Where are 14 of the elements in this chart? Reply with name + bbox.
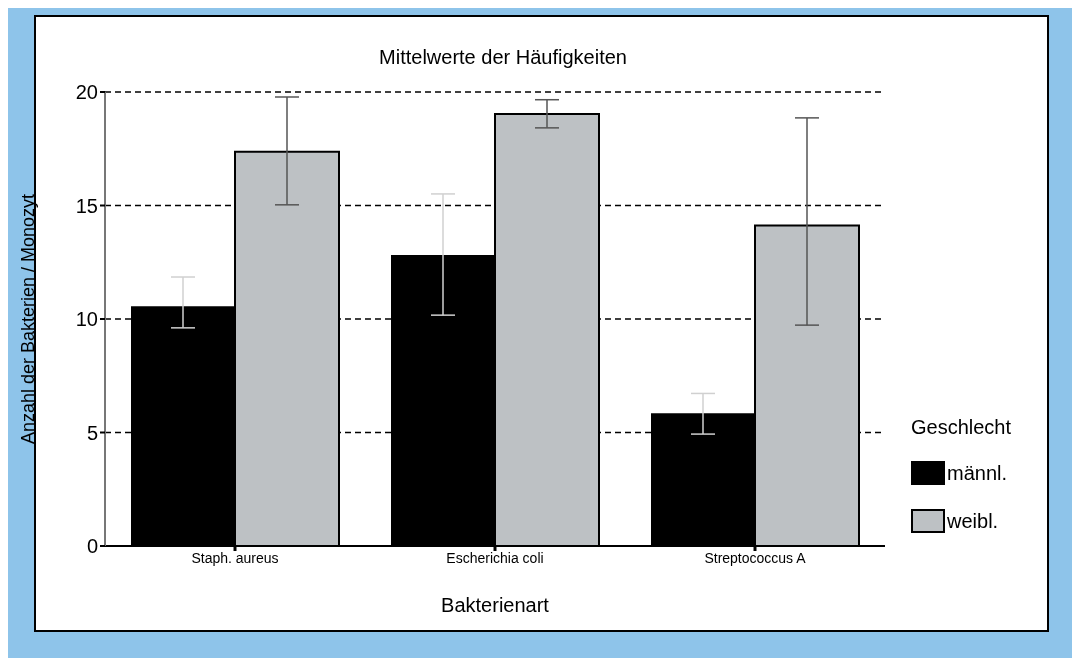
legend-label: weibl. xyxy=(947,509,999,533)
chart-title: Mittelwerte der Häufigkeiten xyxy=(378,46,628,69)
x-tick-label: Escherichia coli xyxy=(446,549,544,566)
y-tick-label: 0 xyxy=(86,535,98,558)
y-tick-label: 20 xyxy=(75,81,98,104)
x-axis-title: Bakterienart xyxy=(441,594,550,616)
y-tick-label: 10 xyxy=(75,308,98,331)
x-tick-label: Streptococcus A xyxy=(704,549,807,566)
x-tick-label: Staph. aureus xyxy=(191,549,279,566)
y-tick-label: 5 xyxy=(86,421,98,444)
y-axis-title: Anzahl der Bakterien / Monozyt xyxy=(18,193,39,445)
legend-label: männl. xyxy=(947,461,1008,485)
y-tick-label: 15 xyxy=(75,194,98,217)
legend-title: Geschlecht xyxy=(911,416,1012,439)
